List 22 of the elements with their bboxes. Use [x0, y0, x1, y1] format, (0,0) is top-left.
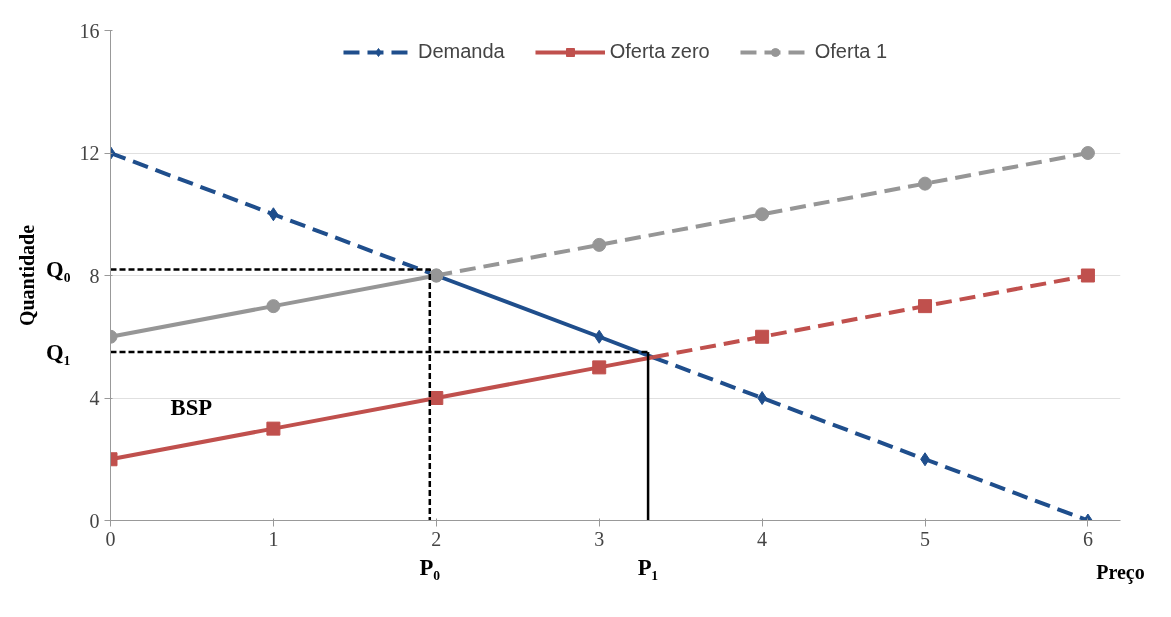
annotation: P₁	[637, 554, 659, 580]
annotation: BSP	[170, 395, 213, 421]
annotation: P₀	[419, 554, 441, 580]
x-tick-label: 4	[757, 527, 768, 550]
x-tick-label: 0	[105, 527, 116, 550]
y-axis-title: Quantidade	[16, 224, 39, 327]
y-tick-label: 12	[79, 142, 100, 164]
x-tick-label: 2	[431, 527, 442, 550]
y-tick-label: 8	[89, 264, 100, 287]
x-tick-label: 3	[594, 527, 605, 550]
x-tick-label: 5	[920, 527, 931, 550]
x-tick-label: 6	[1082, 527, 1093, 550]
legend-label: Oferta zero	[609, 40, 710, 63]
legend-label: Demanda	[417, 40, 505, 63]
y-tick-label: 0	[89, 509, 100, 532]
y-tick-label: 4	[89, 387, 100, 409]
x-tick-label: 1	[268, 527, 279, 550]
y-tick-label: 16	[79, 19, 100, 42]
x-axis-title: Preço	[1096, 560, 1145, 584]
annotation: Q₀	[46, 256, 71, 282]
legend-label: Oferta 1	[814, 40, 888, 63]
annotation: Q₁	[46, 339, 71, 365]
